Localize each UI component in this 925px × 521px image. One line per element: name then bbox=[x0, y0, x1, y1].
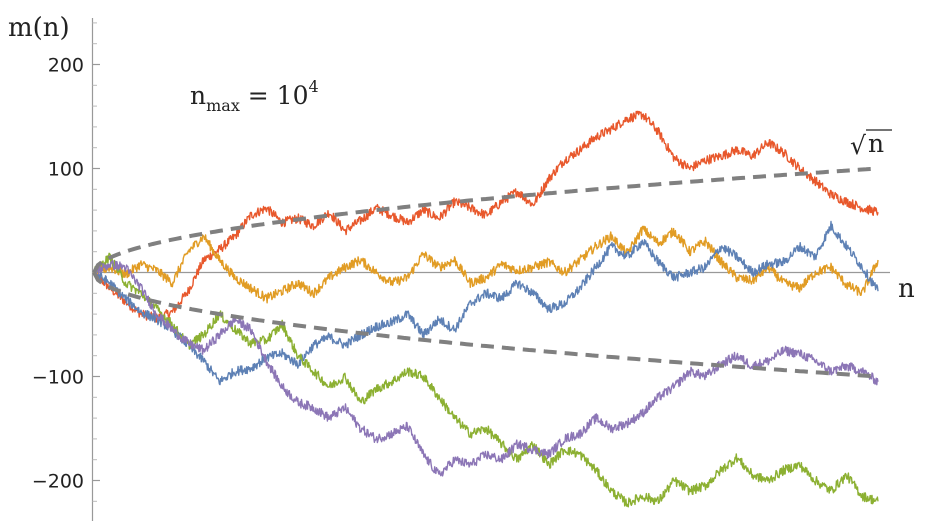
series-line-5 bbox=[93, 259, 879, 477]
y-tick-label: 200 bbox=[48, 55, 84, 77]
y-ticks: −200 −100 100 200 bbox=[32, 22, 100, 502]
sqrt-envelope bbox=[92, 166, 879, 379]
nmax-sub: max bbox=[206, 96, 240, 115]
y-tick-label: 100 bbox=[48, 159, 84, 181]
nmax-annotation: nmax = 104 bbox=[190, 77, 319, 115]
sqrt-n-label: √ n bbox=[850, 129, 892, 160]
series-line-4 bbox=[93, 252, 879, 508]
sqrt-envelope-upper bbox=[92, 166, 879, 274]
series-line-3 bbox=[93, 220, 879, 386]
sqrt-symbol: n bbox=[868, 129, 884, 158]
x-axis-label: n bbox=[898, 274, 915, 304]
y-axis-label: m(n) bbox=[8, 13, 70, 43]
nmax-eq: = 10 bbox=[240, 81, 309, 110]
nmax-base: n bbox=[190, 81, 206, 110]
series-line-2 bbox=[93, 225, 879, 304]
sqrt-envelope-lower bbox=[92, 271, 879, 379]
nmax-sup: 4 bbox=[309, 77, 319, 96]
y-tick-label: −100 bbox=[32, 367, 84, 389]
sqrt-radical: √ bbox=[850, 131, 866, 160]
series-line-1 bbox=[93, 110, 879, 323]
y-tick-label: −200 bbox=[32, 471, 84, 493]
series-layer bbox=[93, 110, 879, 508]
